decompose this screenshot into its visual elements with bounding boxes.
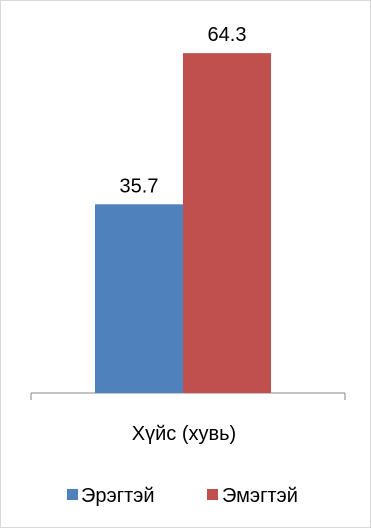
legend-swatch-series-1 <box>67 489 78 500</box>
legend: Эрэгтэй Эмэгтэй <box>67 485 298 507</box>
bar-series-1 <box>95 204 183 393</box>
data-label-series-2: 64.3 <box>208 24 247 46</box>
category-label: Хүйс (хувь) <box>132 423 236 445</box>
legend-swatch-series-2 <box>207 489 218 500</box>
data-label-series-1: 35.7 <box>120 175 159 197</box>
legend-label-series-1: Эрэгтэй <box>81 485 155 507</box>
legend-label-series-2: Эмэгтэй <box>222 485 298 507</box>
bar-series-2 <box>183 53 271 393</box>
